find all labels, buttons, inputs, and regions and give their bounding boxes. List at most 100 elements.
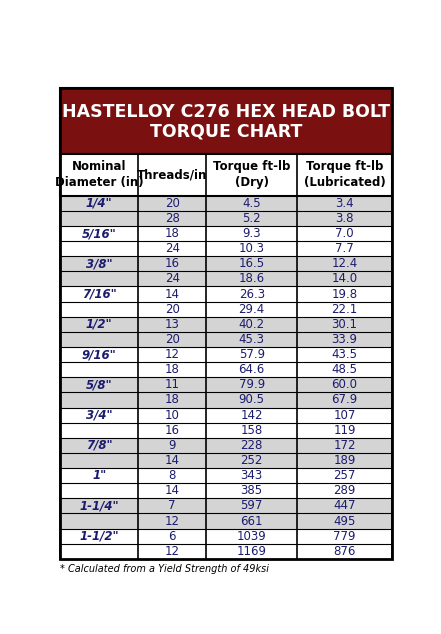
Text: 9/16": 9/16": [82, 348, 116, 361]
Text: 30.1: 30.1: [332, 318, 358, 331]
Bar: [60, 88, 392, 154]
Text: 16: 16: [164, 424, 179, 437]
Text: 7.0: 7.0: [335, 227, 354, 240]
Text: 252: 252: [240, 454, 263, 467]
Text: 18.6: 18.6: [239, 273, 265, 285]
Text: Nominal
Diameter (in): Nominal Diameter (in): [55, 160, 143, 190]
Text: 1/2": 1/2": [86, 318, 112, 331]
Bar: [60, 408, 392, 423]
Text: 9: 9: [168, 439, 176, 452]
Bar: [60, 514, 392, 529]
Text: 1169: 1169: [237, 545, 267, 558]
Bar: [60, 453, 392, 468]
Text: 8: 8: [168, 469, 176, 482]
Text: 16: 16: [164, 257, 179, 270]
Text: 79.9: 79.9: [239, 378, 265, 391]
Text: 7.7: 7.7: [335, 242, 354, 255]
Bar: [60, 347, 392, 362]
Text: 22.1: 22.1: [331, 302, 358, 316]
Bar: [60, 392, 392, 408]
Text: 12.4: 12.4: [331, 257, 358, 270]
Text: 289: 289: [333, 484, 356, 497]
Text: 5.2: 5.2: [243, 212, 261, 225]
Bar: [60, 196, 392, 211]
Text: 10.3: 10.3: [239, 242, 265, 255]
Bar: [60, 332, 392, 347]
Bar: [60, 287, 392, 302]
Text: 24: 24: [164, 242, 179, 255]
Text: 28: 28: [164, 212, 179, 225]
Text: 3.4: 3.4: [335, 197, 354, 210]
Text: HASTELLOY C276 HEX HEAD BOLT: HASTELLOY C276 HEX HEAD BOLT: [62, 103, 390, 122]
Text: 18: 18: [164, 227, 179, 240]
Bar: [60, 226, 392, 241]
Text: 26.3: 26.3: [239, 288, 265, 301]
Text: 876: 876: [333, 545, 356, 558]
Bar: [60, 438, 392, 453]
Bar: [60, 211, 392, 226]
Text: 12: 12: [164, 515, 179, 527]
Text: 40.2: 40.2: [239, 318, 265, 331]
Text: Torque ft-lb
(Lubricated): Torque ft-lb (Lubricated): [304, 160, 385, 190]
Text: 13: 13: [164, 318, 179, 331]
Text: 60.0: 60.0: [332, 378, 358, 391]
Bar: [60, 483, 392, 498]
Text: 20: 20: [164, 333, 179, 346]
Text: 45.3: 45.3: [239, 333, 265, 346]
Text: 495: 495: [333, 515, 356, 527]
Text: 3.8: 3.8: [335, 212, 354, 225]
Text: 64.6: 64.6: [239, 363, 265, 376]
Text: 1-1/4": 1-1/4": [79, 500, 119, 512]
Text: 142: 142: [240, 409, 263, 422]
Text: 33.9: 33.9: [332, 333, 358, 346]
Text: 19.8: 19.8: [332, 288, 358, 301]
Text: 5/16": 5/16": [82, 227, 116, 240]
Bar: [60, 423, 392, 438]
Bar: [60, 317, 392, 332]
Text: 6: 6: [168, 529, 176, 543]
Text: 9.3: 9.3: [243, 227, 261, 240]
Text: 12: 12: [164, 545, 179, 558]
Text: 119: 119: [333, 424, 356, 437]
Text: 257: 257: [333, 469, 356, 482]
Text: Torque ft-lb
(Dry): Torque ft-lb (Dry): [213, 160, 290, 190]
Text: 1": 1": [92, 469, 106, 482]
Bar: [60, 154, 392, 196]
Text: 14.0: 14.0: [332, 273, 358, 285]
Text: 20: 20: [164, 197, 179, 210]
Text: 18: 18: [164, 363, 179, 376]
Text: 18: 18: [164, 394, 179, 406]
Text: Threads/in: Threads/in: [137, 169, 207, 181]
Text: 67.9: 67.9: [331, 394, 358, 406]
Bar: [60, 498, 392, 514]
Text: 343: 343: [241, 469, 263, 482]
Text: 14: 14: [164, 484, 179, 497]
Text: 1/4": 1/4": [86, 197, 112, 210]
Text: 48.5: 48.5: [332, 363, 358, 376]
Text: 779: 779: [333, 529, 356, 543]
Text: 7/8": 7/8": [86, 439, 112, 452]
Text: 189: 189: [333, 454, 356, 467]
Text: 447: 447: [333, 500, 356, 512]
Text: 29.4: 29.4: [239, 302, 265, 316]
Text: 90.5: 90.5: [239, 394, 265, 406]
Text: 20: 20: [164, 302, 179, 316]
Text: 43.5: 43.5: [332, 348, 358, 361]
Text: 16.5: 16.5: [239, 257, 265, 270]
Bar: [60, 241, 392, 256]
Text: 172: 172: [333, 439, 356, 452]
Text: 7: 7: [168, 500, 176, 512]
Text: 24: 24: [164, 273, 179, 285]
Bar: [60, 468, 392, 483]
Text: 107: 107: [333, 409, 356, 422]
Text: 7/16": 7/16": [82, 288, 116, 301]
Text: 14: 14: [164, 454, 179, 467]
Text: 158: 158: [241, 424, 263, 437]
Text: 3/8": 3/8": [86, 257, 112, 270]
Text: 1039: 1039: [237, 529, 266, 543]
Text: 4.5: 4.5: [243, 197, 261, 210]
Bar: [60, 377, 392, 392]
Bar: [60, 271, 392, 287]
Text: 661: 661: [240, 515, 263, 527]
Text: 597: 597: [240, 500, 263, 512]
